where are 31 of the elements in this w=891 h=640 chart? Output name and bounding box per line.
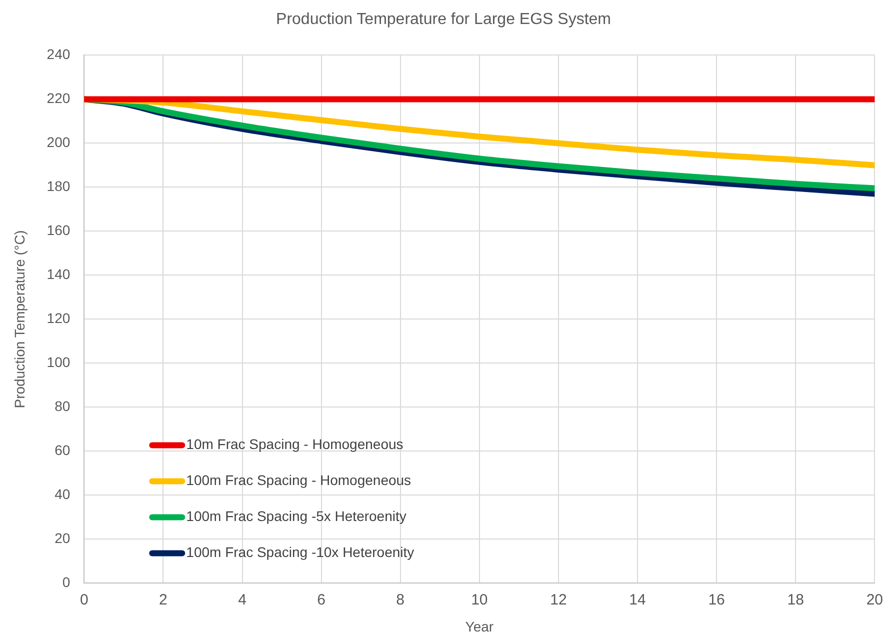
x-tick-label: 0 [80, 591, 88, 608]
x-tick-label: 20 [866, 591, 883, 608]
y-tick-label: 140 [46, 266, 70, 282]
y-tick-label: 20 [54, 530, 70, 546]
y-tick-label: 200 [46, 134, 70, 150]
y-tick-label: 240 [46, 46, 70, 62]
y-tick-label: 180 [46, 178, 70, 194]
x-tick-label: 12 [550, 591, 567, 608]
x-tick-label: 4 [238, 591, 246, 608]
legend-label: 100m Frac Spacing - Homogeneous [186, 472, 412, 488]
legend-label: 100m Frac Spacing -10x Heteroenity [186, 544, 414, 560]
y-tick-label: 40 [54, 486, 70, 502]
y-axis-title: Production Temperature (°C) [11, 230, 28, 408]
x-tick-label: 18 [787, 591, 804, 608]
x-tick-label: 16 [708, 591, 725, 608]
y-tick-label: 0 [62, 574, 70, 590]
x-tick-label: 2 [159, 591, 168, 608]
y-tick-label: 220 [46, 90, 70, 106]
y-tick-label: 60 [54, 442, 70, 458]
y-tick-label: 160 [46, 222, 70, 238]
x-axis-title: Year [465, 618, 494, 634]
x-tick-label: 14 [629, 591, 646, 608]
y-tick-label: 100 [46, 354, 70, 370]
legend-label: 100m Frac Spacing -5x Heteroenity [186, 508, 406, 524]
chart-title: Production Temperature for Large EGS System [276, 11, 611, 28]
x-tick-label: 8 [396, 591, 405, 608]
x-tick-label: 10 [471, 591, 488, 608]
x-tick-label: 6 [317, 591, 326, 608]
y-tick-label: 120 [46, 310, 70, 326]
legend-label: 10m Frac Spacing - Homogeneous [186, 436, 404, 452]
y-tick-label: 80 [54, 398, 70, 414]
